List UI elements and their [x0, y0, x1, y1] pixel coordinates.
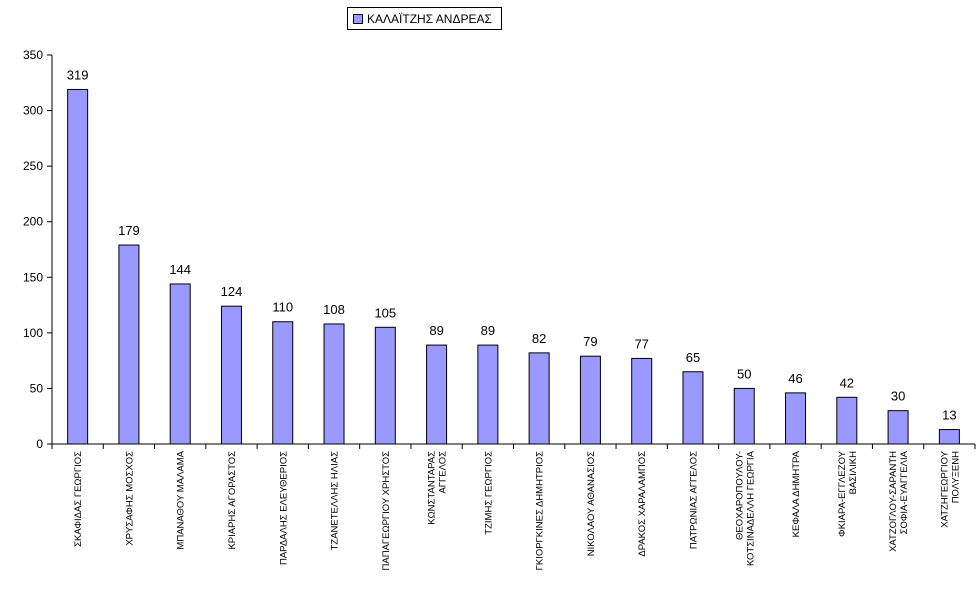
x-tick-label: ΒΑΣΙΛΙΚΗ — [848, 451, 859, 495]
x-tick-label: ΑΓΓΕΛΟΣ — [438, 451, 449, 494]
x-tick-label: ΓΚΙΟΡΓΚΙΝΕΣ ΔΗΜΗΤΡΙΟΣ — [535, 451, 546, 570]
legend-swatch — [353, 13, 363, 24]
x-tick-label: ΣΟΦΙΑ-ΕΥΑΓΓΕΛΙΑ — [899, 450, 910, 534]
y-tick-label: 200 — [23, 215, 43, 229]
data-label: 82 — [532, 331, 546, 346]
data-label: 144 — [169, 262, 191, 277]
x-tick-label: ΚΡΙΑΡΗΣ ΑΓΟΡΑΣΤΟΣ — [227, 451, 238, 550]
x-tick-label: ΚΟΤΣΙΝΑΔΕΛΛΗ ΓΕΩΡΓΙΑ — [745, 450, 756, 566]
bar — [938, 429, 960, 445]
data-label: 124 — [221, 284, 243, 299]
data-label: 89 — [481, 323, 495, 338]
bar — [323, 323, 345, 445]
bar — [785, 392, 807, 445]
y-tick-label: 100 — [23, 326, 43, 340]
data-label: 42 — [840, 375, 854, 390]
legend: ΚΑΛΑΪΤΖΗΣ ΑΝΔΡΕΑΣ — [347, 7, 502, 30]
bar — [118, 244, 140, 445]
bar — [887, 410, 909, 445]
bar — [272, 321, 294, 445]
data-label: 110 — [272, 300, 293, 315]
bar — [67, 88, 89, 445]
y-tick-label: 300 — [23, 104, 43, 118]
bar — [579, 355, 601, 445]
bar — [733, 387, 755, 445]
data-label: 13 — [942, 408, 956, 423]
data-label: 77 — [634, 336, 648, 351]
x-tick-label: ΣΚΑΦΙΔΑΣ ΓΕΩΡΓΙΟΣ — [73, 451, 84, 547]
x-tick-label: ΚΩΝΣΤΑΝΤΑΡΑΣ — [427, 451, 438, 525]
bar — [528, 352, 550, 445]
x-tick-label: ΠΑΤΡΩΝΙΑΣ ΑΓΓΕΛΟΣ — [688, 451, 699, 549]
data-label: 105 — [374, 305, 396, 320]
x-tick-label: ΠΑΡΔΑΛΗΣ ΕΛΕΥΘΕΡΙΟΣ — [278, 451, 289, 565]
x-tick-label: ΧΑΤΖΗΓΕΩΡΓΙΟΥ — [939, 450, 950, 527]
bar — [477, 344, 499, 445]
x-tick-label: ΠΟΛΥΞΕΝΗ — [950, 451, 961, 503]
data-label: 46 — [788, 371, 802, 386]
x-tick-label: ΠΑΠΑΓΕΩΡΓΙΟΥ ΧΡΗΣΤΟΣ — [381, 451, 392, 571]
data-label: 89 — [429, 323, 443, 338]
data-label: 65 — [686, 350, 700, 365]
y-tick-label: 250 — [23, 159, 43, 173]
y-tick-label: 50 — [30, 381, 44, 395]
bar — [682, 371, 704, 445]
x-tick-label: ΧΑΤΖΟΓΛΟΥ-ΣΑΡΑΝΤΗ — [888, 451, 899, 552]
y-tick-label: 0 — [36, 437, 43, 451]
x-tick-label: ΔΡΑΚΟΣ ΧΑΡΑΛΑΜΠΟΣ — [637, 451, 648, 557]
bar — [631, 357, 653, 445]
data-label: 79 — [583, 334, 597, 349]
x-tick-label: ΝΙΚΟΛΑΟΥ ΑΘΑΝΑΣΙΟΣ — [586, 451, 597, 556]
y-tick-label: 350 — [23, 48, 43, 62]
bar — [374, 326, 396, 445]
bar — [426, 344, 448, 445]
data-label: 108 — [323, 302, 345, 317]
bar — [169, 283, 191, 445]
y-tick-label: 150 — [23, 270, 43, 284]
data-label: 30 — [891, 389, 905, 404]
x-tick-label: ΜΠΑΝΑΘΟΥ ΜΑΛΑΜΑ — [176, 450, 187, 549]
x-tick-label: ΚΕΦΑΛΑ ΔΗΜΗΤΡΑ — [791, 450, 802, 537]
data-label: 179 — [118, 223, 140, 238]
x-tick-label: ΧΡΥΣΑΦΗΣ ΜΟΣΧΟΣ — [124, 451, 135, 546]
bar — [836, 396, 858, 445]
x-tick-label: ΤΖΑΝΕΤΕΛΛΗΣ ΗΛΙΑΣ — [330, 451, 341, 551]
legend-label: ΚΑΛΑΪΤΖΗΣ ΑΝΔΡΕΑΣ — [367, 11, 492, 26]
x-tick-label: ΘΕΟΧΑΡΟΠΟΥΛΟΥ- — [734, 451, 745, 540]
x-tick-label: ΦΚΙΑΡΑ-ΕΓΓΛΕΖΟΥ — [837, 450, 848, 537]
data-label: 50 — [737, 366, 751, 381]
data-label: 319 — [67, 67, 89, 82]
x-tick-label: ΤΖΙΜΗΣ ΓΕΩΡΓΙΟΣ — [483, 451, 494, 535]
bar — [220, 305, 242, 445]
